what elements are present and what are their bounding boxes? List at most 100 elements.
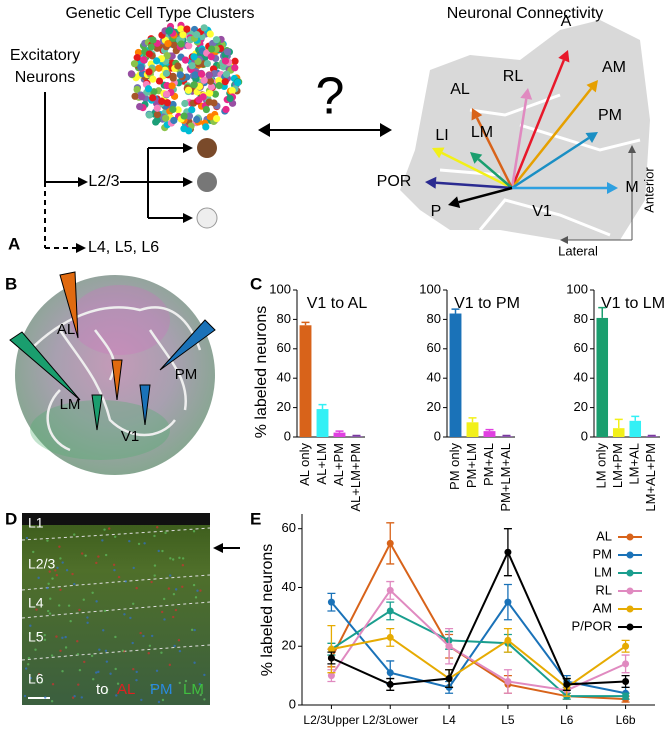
cell-speck (161, 549, 164, 553)
cluster-cell (199, 93, 207, 101)
cell-speck (153, 687, 156, 691)
area-label: V1 (532, 203, 552, 220)
cell-speck (71, 572, 74, 576)
projection-arrow (511, 136, 590, 190)
cell-speck (55, 574, 59, 577)
x-tick-label: LM only (594, 443, 609, 489)
data-point (386, 607, 394, 615)
cell-speck (140, 698, 143, 702)
cluster-cell (190, 53, 198, 61)
bar (596, 317, 609, 437)
data-point (327, 598, 335, 606)
cell-speck (135, 586, 138, 590)
cluster-cell (150, 88, 158, 96)
area-label: PM (175, 366, 198, 383)
cell-speck (43, 633, 46, 637)
series-line (330, 609, 626, 698)
layer-label: L6 (28, 671, 44, 687)
data-point (386, 669, 394, 677)
projection-arrowhead (520, 88, 533, 100)
cluster-cell (149, 36, 157, 44)
cluster-cell (133, 54, 141, 62)
cell-speck (193, 628, 196, 632)
cell-speck (46, 586, 49, 590)
cell-speck (164, 531, 167, 535)
y-tick-label: 40 (574, 370, 588, 385)
cluster-cell (206, 89, 214, 97)
cell-speck (51, 683, 55, 686)
projection-arrowhead (607, 182, 618, 194)
cell-speck (86, 621, 89, 625)
cluster-cell (133, 85, 141, 94)
area-label: LM (60, 396, 81, 413)
cluster-cell (155, 64, 163, 72)
x-tick-label: AL+LM+PM (348, 443, 363, 512)
data-point (504, 548, 512, 556)
y-tick-label: 0 (289, 696, 296, 711)
area-label: AL (450, 81, 470, 98)
bar (612, 428, 625, 437)
y-tick-label: 100 (419, 281, 441, 296)
panel-label: B (5, 274, 17, 293)
y-tick-label: 0 (284, 428, 291, 443)
error-bar (335, 430, 344, 433)
cell-speck (23, 694, 27, 698)
cell-speck (65, 569, 69, 572)
legend-label: LM (594, 564, 612, 579)
cluster-cell (207, 83, 216, 91)
cluster-cell (158, 97, 166, 106)
cluster-cell (202, 123, 210, 131)
cell-speck (98, 648, 101, 651)
legend-swatch (626, 569, 634, 577)
y-tick-label: 60 (574, 340, 588, 355)
y-axis-label: % labeled neurons (253, 306, 270, 439)
legend-label: P/POR (572, 618, 612, 633)
cell-speck (64, 646, 68, 649)
legend-swatch (626, 551, 634, 559)
cluster-cell (170, 116, 178, 125)
cluster-cell (212, 36, 221, 44)
cell-speck (48, 570, 51, 573)
cell-speck (97, 670, 100, 674)
area-label: PM (598, 107, 622, 124)
data-point (327, 645, 335, 653)
cell-speck (160, 651, 163, 654)
cell-speck (61, 669, 64, 673)
error-bar (468, 417, 477, 423)
area-label: P (431, 203, 442, 220)
cluster-cell (169, 41, 178, 49)
cluster-cell (162, 90, 171, 98)
cell-speck (172, 615, 175, 619)
cell-speck (171, 558, 175, 561)
histology-image (22, 513, 210, 525)
cell-speck (203, 673, 206, 677)
cell-speck (174, 588, 178, 591)
y-tick-label: 20 (427, 399, 441, 414)
y-tick-label: 60 (427, 340, 441, 355)
cell-speck (181, 557, 185, 560)
cell-speck (91, 591, 94, 594)
cluster-cell (162, 69, 171, 77)
error-bar (451, 308, 460, 314)
cell-speck (55, 635, 58, 638)
cluster-cell (149, 94, 157, 102)
data-point (327, 672, 335, 680)
cell-speck (35, 608, 38, 611)
cell-speck (121, 649, 125, 653)
y-tick-label: 80 (574, 311, 588, 326)
y-tick-label: 80 (427, 311, 441, 326)
cluster-cell (169, 105, 177, 114)
area-label: V1 (121, 428, 139, 445)
data-point (622, 642, 630, 650)
cell-speck (102, 629, 105, 632)
error-bar (614, 418, 623, 429)
projection-arrow (458, 186, 513, 204)
cell-class-label: Excitatory (10, 47, 80, 64)
x-tick-label: L2/3Upper (303, 713, 359, 727)
cell-speck (181, 564, 185, 567)
cluster-cell (181, 99, 189, 108)
cell-speck (168, 663, 172, 667)
cell-speck (28, 632, 32, 635)
cell-speck (169, 557, 172, 560)
